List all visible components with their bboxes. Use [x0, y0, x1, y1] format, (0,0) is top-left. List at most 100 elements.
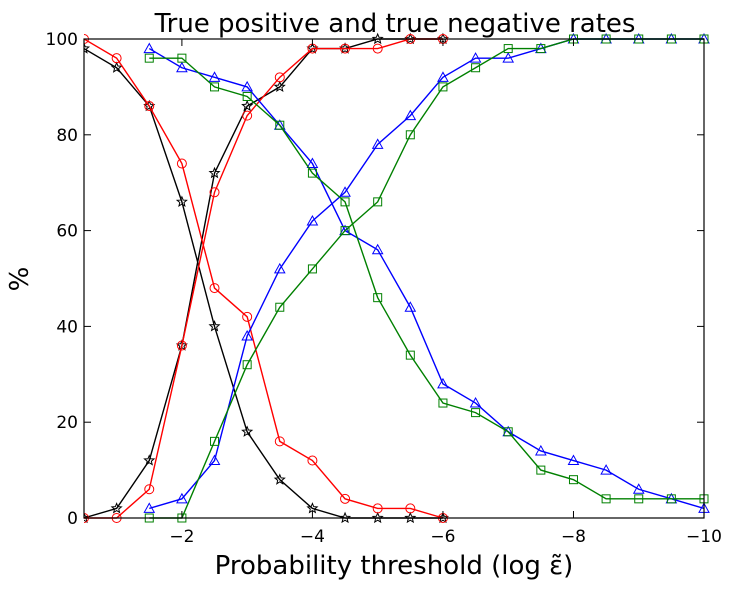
data-point-star [84, 511, 91, 524]
data-point-star [404, 32, 417, 45]
y-tick-label: 100 [46, 30, 78, 50]
axis-ticks: −2 −4 −6 −8 −10 0 20 40 60 80 100 [46, 30, 722, 547]
data-point-star [306, 42, 319, 54]
data-point-square [177, 53, 187, 63]
data-point-star [84, 42, 91, 54]
data-point-star [273, 80, 286, 93]
data-point-square [307, 168, 317, 178]
data-point-square [373, 197, 383, 207]
data-point-triangle [241, 329, 254, 341]
data-point-star [306, 502, 319, 514]
data-point-star [143, 454, 156, 466]
data-point-triangle [339, 186, 351, 197]
data-point-triangle [437, 377, 449, 389]
plot-frame [83, 38, 705, 519]
data-point-square [666, 494, 676, 504]
data-point-triangle [404, 109, 417, 121]
data-point-triangle [241, 80, 254, 92]
data-point-square [503, 44, 513, 54]
data-point-square [536, 44, 546, 54]
data-point-circle [176, 340, 187, 351]
data-point-square [471, 63, 481, 73]
data-point-triangle [273, 262, 286, 274]
data-point-triangle [143, 42, 156, 54]
data-point-triangle [469, 397, 482, 408]
data-point-square [536, 465, 546, 475]
data-point-square [340, 226, 350, 236]
series-line-1 [84, 47, 443, 519]
data-point-square [568, 475, 578, 485]
data-point-circle [144, 101, 155, 112]
data-point-circle [340, 43, 351, 54]
data-point-triangle [404, 301, 417, 312]
data-point-square [405, 350, 415, 360]
y-tick-label: 0 [67, 509, 78, 529]
x-tick-label: −6 [430, 527, 455, 547]
data-point-star [175, 195, 188, 207]
data-point-triangle [567, 454, 580, 466]
data-point-circle [372, 503, 383, 514]
data-point-square [242, 91, 252, 101]
data-point-star [110, 502, 123, 514]
data-point-triangle [534, 444, 547, 456]
data-point-triangle [208, 71, 221, 82]
y-tick-label: 60 [56, 222, 78, 242]
data-point-square [438, 398, 448, 408]
data-point-star [208, 320, 221, 332]
data-point-square [601, 494, 611, 504]
y-axis-label: % [5, 267, 35, 292]
data-point-star [371, 32, 384, 45]
data-point-square [471, 408, 481, 418]
series-line-7 [149, 57, 704, 500]
data-point-circle [274, 72, 285, 83]
data-point-star [273, 473, 286, 485]
data-point-circle [209, 187, 220, 198]
data-point-star [371, 511, 384, 524]
data-point-triangle [632, 483, 645, 494]
data-point-triangle [600, 464, 612, 475]
data-point-circle [144, 484, 155, 495]
data-point-square [373, 293, 383, 303]
data-point-star [241, 425, 254, 437]
data-point-square [438, 82, 448, 92]
series-line-6 [149, 38, 704, 519]
y-tick-label: 40 [56, 317, 78, 337]
data-point-square [405, 130, 415, 140]
x-tick-label: −8 [561, 527, 586, 547]
data-point-star [404, 511, 417, 524]
data-point-circle [242, 311, 253, 322]
data-point-triangle [176, 61, 188, 73]
data-point-triangle [502, 52, 515, 63]
data-point-star [339, 42, 352, 54]
y-tick-label: 20 [56, 413, 78, 433]
data-point-square [144, 53, 154, 63]
data-point-square [275, 302, 285, 312]
series-line-3 [84, 38, 444, 519]
data-point-square [503, 427, 513, 437]
data-point-star [143, 99, 156, 112]
data-point-square [307, 264, 317, 274]
data-point-square [634, 494, 644, 504]
data-point-circle [242, 110, 253, 121]
x-tick-label: −2 [169, 527, 194, 547]
data-point-triangle [306, 214, 319, 226]
data-point-star [241, 99, 254, 112]
data-point-square [275, 120, 285, 130]
data-point-square [340, 197, 350, 207]
series-line-5 [148, 47, 705, 510]
chart-title: True positive and true negative rates [154, 9, 636, 39]
data-point-circle [111, 53, 122, 64]
x-axis-label: Probability threshold (log ε̃) [215, 551, 574, 581]
x-tick-label: −10 [686, 527, 722, 547]
data-point-triangle [176, 492, 188, 504]
data-point-star [339, 511, 352, 524]
data-point-star [110, 61, 123, 73]
data-point-circle [405, 503, 416, 514]
data-point-triangle [469, 52, 482, 63]
data-point-triangle [371, 138, 384, 149]
data-point-triangle [143, 502, 156, 513]
x-tick-label: −4 [300, 527, 325, 547]
data-point-star [208, 166, 221, 179]
data-point-triangle [437, 71, 449, 82]
